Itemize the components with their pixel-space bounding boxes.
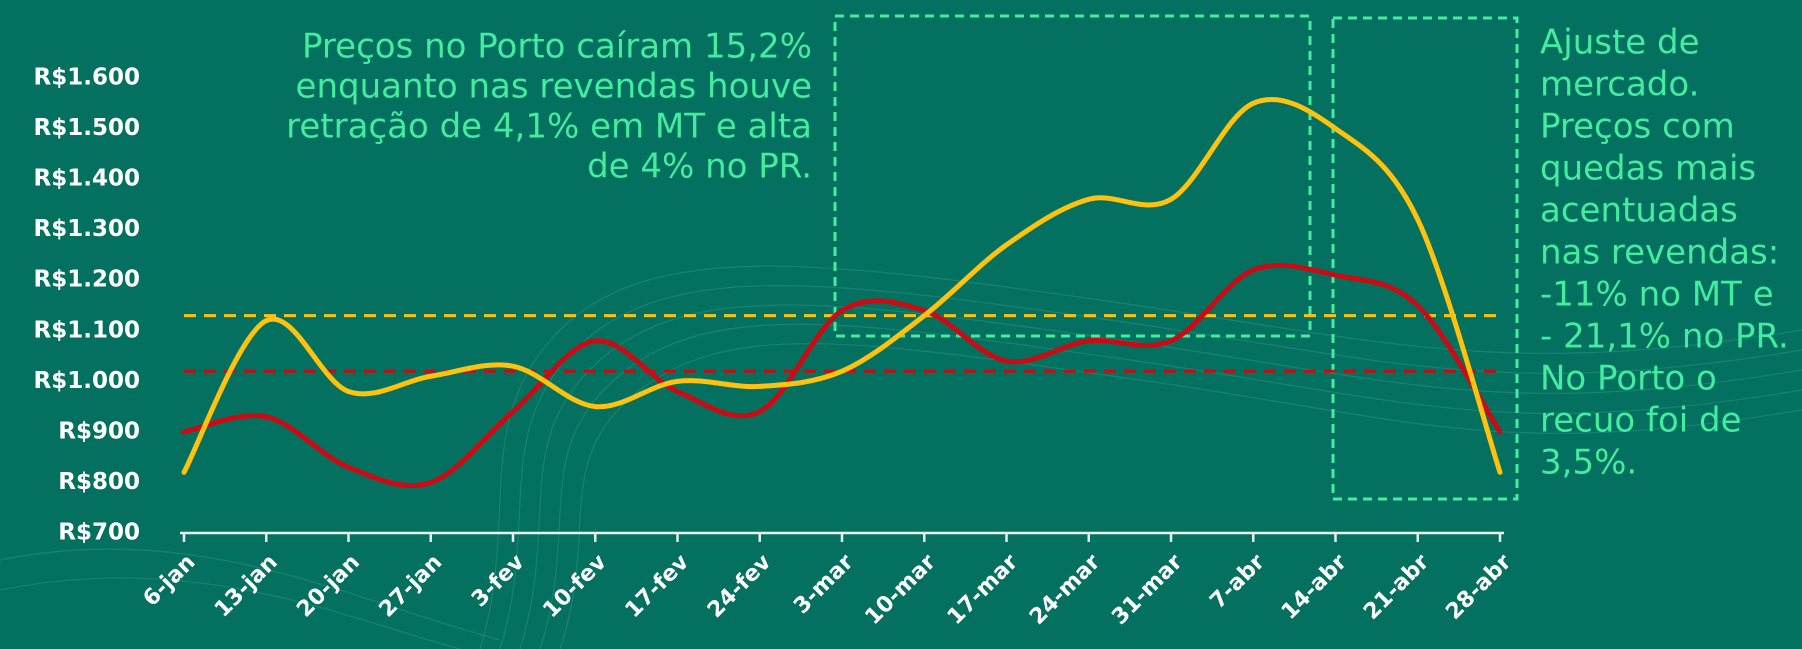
annotation-line: - 21,1% no PR. (1540, 317, 1789, 357)
y-tick-label: R$1.400 (34, 166, 140, 192)
background-waves (0, 265, 1802, 649)
x-tick-label: 7-abr (1205, 550, 1269, 614)
x-tick-label: 21-abr (1359, 550, 1434, 625)
y-tick-label: R$1.300 (34, 216, 140, 242)
annotation-line: acentuadas (1540, 191, 1738, 231)
annotation-line: Preços no Porto caíram 15,2% (302, 27, 812, 67)
line-series (181, 262, 1503, 488)
annotation-line: mercado. (1540, 65, 1699, 105)
annotation-line: enquanto nas revendas houve (296, 67, 812, 107)
annotation-line: 3,5%. (1540, 443, 1637, 483)
annotation-line: recuo foi de (1540, 401, 1742, 441)
highlight-box (833, 14, 1312, 338)
wave (479, 265, 1802, 649)
wave (559, 343, 1802, 649)
y-tick-label: R$1.000 (34, 368, 140, 394)
y-tick-label: R$700 (58, 520, 140, 546)
wave (0, 577, 461, 649)
annotation-line: retração de 4,1% em MT e alta (286, 107, 812, 147)
x-tick-label: 14-abr (1277, 550, 1352, 625)
x-tick-label: 3-mar (789, 550, 858, 619)
annotation-line: quedas mais (1540, 149, 1756, 189)
annotation-line: No Porto o (1540, 359, 1717, 399)
x-tick-label: 24-fev (703, 549, 777, 623)
y-tick-label: R$800 (58, 469, 140, 495)
y-tick-label: R$1.600 (34, 65, 140, 91)
line-series (181, 97, 1503, 475)
annotation-line: nas revendas: (1540, 233, 1779, 273)
y-tick-label: R$1.100 (34, 317, 140, 343)
x-tick-label: 6-jan (139, 550, 201, 612)
x-tick-label: 27-jan (375, 550, 448, 623)
y-tick-label: R$1.500 (34, 115, 140, 141)
highlight-boxes (833, 14, 1519, 501)
wave (519, 304, 1802, 649)
highlight-box (1331, 16, 1519, 501)
annotation-line: -11% no MT e (1540, 275, 1774, 315)
wave (0, 548, 501, 641)
annotation-line: de 4% no PR. (587, 147, 812, 187)
x-tick-label: 28-abr (1441, 550, 1516, 625)
x-tick-label: 3-fev (467, 549, 530, 612)
x-tick-label: 31-mar (1107, 550, 1187, 630)
y-tick-label: R$900 (58, 418, 140, 444)
annotation-line: Ajuste de (1540, 23, 1700, 63)
x-tick-label: 10-mar (861, 550, 941, 630)
x-tick-label: 10-fev (538, 549, 612, 623)
annotation-line: Preços com (1540, 107, 1735, 147)
y-tick-label: R$1.200 (34, 267, 140, 293)
wave (539, 323, 1802, 649)
x-tick-label: 24-mar (1025, 550, 1105, 630)
x-tick-label: 17-mar (943, 550, 1023, 630)
x-tick-label: 20-jan (292, 550, 365, 623)
x-tick-label: 17-fev (621, 549, 695, 623)
